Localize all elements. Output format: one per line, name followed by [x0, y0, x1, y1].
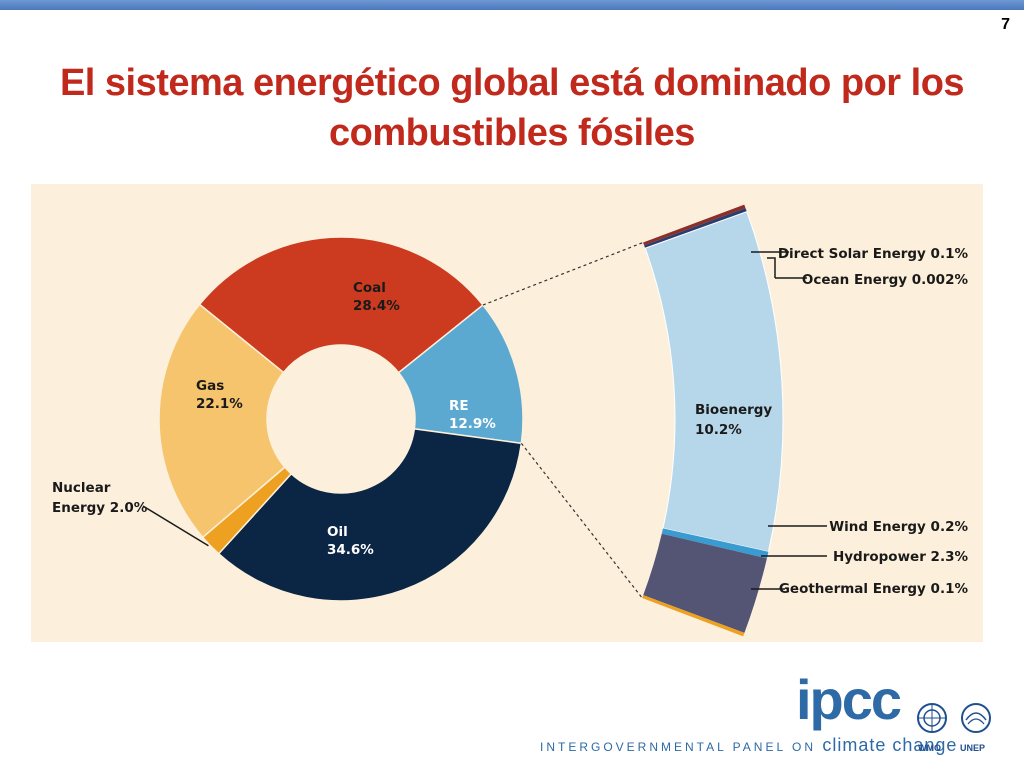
slice-value-oil: 34.6% — [327, 542, 374, 558]
breakout-label-wind-energy: Wind Energy 0.2% — [829, 519, 968, 535]
chart-panel: Coal 28.4% RE 12.9% Oil 34.6% Gas 22.1% Nuclear E… — [31, 184, 983, 642]
slice-label-nuclear-line1: Nuclear — [52, 480, 111, 496]
connector-line-top — [482, 241, 644, 306]
wmo-emblem-icon — [917, 703, 947, 733]
slide-number: 7 — [1001, 16, 1010, 33]
wmo-caption: WMO — [918, 743, 941, 753]
slice-value-gas: 22.1% — [196, 396, 243, 412]
slice-label-gas: Gas — [196, 378, 224, 394]
energy-donut-chart: Coal 28.4% RE 12.9% Oil 34.6% Gas 22.1% Nuclear E… — [52, 204, 969, 637]
unep-caption: UNEP — [960, 743, 986, 753]
org-text-main: INTERGOVERNMENTAL PANEL ON — [540, 740, 817, 754]
org-text-tail: climate change — [822, 735, 958, 755]
breakout-segment-direct-solar-energy — [643, 204, 746, 246]
slice-value-coal: 28.4% — [353, 298, 400, 314]
connector-line-bottom — [520, 442, 643, 599]
ipcc-logo: ipcc — [796, 668, 902, 731]
breakout-segment-geothermal-energy — [642, 595, 745, 637]
breakout-value-bioenergy: 10.2% — [695, 422, 742, 438]
breakout-label-geothermal-energy: Geothermal Energy 0.1% — [779, 581, 969, 597]
slice-label-coal: Coal — [353, 280, 386, 296]
leader-elbow-ocean-energy — [767, 257, 776, 278]
breakout-label-direct-solar-energy: Direct Solar Energy 0.1% — [778, 246, 969, 262]
slice-value-re: 12.9% — [449, 416, 496, 432]
breakout-segment-wind-energy — [661, 528, 769, 559]
breakout-segment-hydropower — [643, 533, 767, 633]
breakout-segment-bioenergy — [644, 210, 784, 553]
slice-label-re: RE — [449, 398, 469, 414]
breakout-label-bioenergy: Bioenergy — [695, 402, 772, 418]
nuclear-leader-line — [142, 505, 209, 547]
breakout-label-hydropower: Hydropower 2.3% — [833, 549, 969, 565]
breakout-label-ocean-energy: Ocean Energy 0.002% — [802, 272, 969, 288]
breakout-segment-ocean-energy — [644, 208, 747, 249]
unep-emblem-icon — [961, 703, 991, 733]
slice-oil — [217, 428, 523, 602]
top-accent-bar — [0, 0, 1024, 10]
slice-coal — [198, 236, 484, 374]
slice-re — [397, 304, 524, 445]
ipcc-org-text: INTERGOVERNMENTAL PANEL ON climate chang… — [540, 735, 957, 756]
slice-gas — [158, 303, 286, 539]
slice-label-oil: Oil — [327, 524, 348, 540]
slide-title: El sistema energético global está domina… — [59, 62, 965, 154]
slice-label-nuclear-line2: Energy 2.0% — [52, 500, 148, 516]
